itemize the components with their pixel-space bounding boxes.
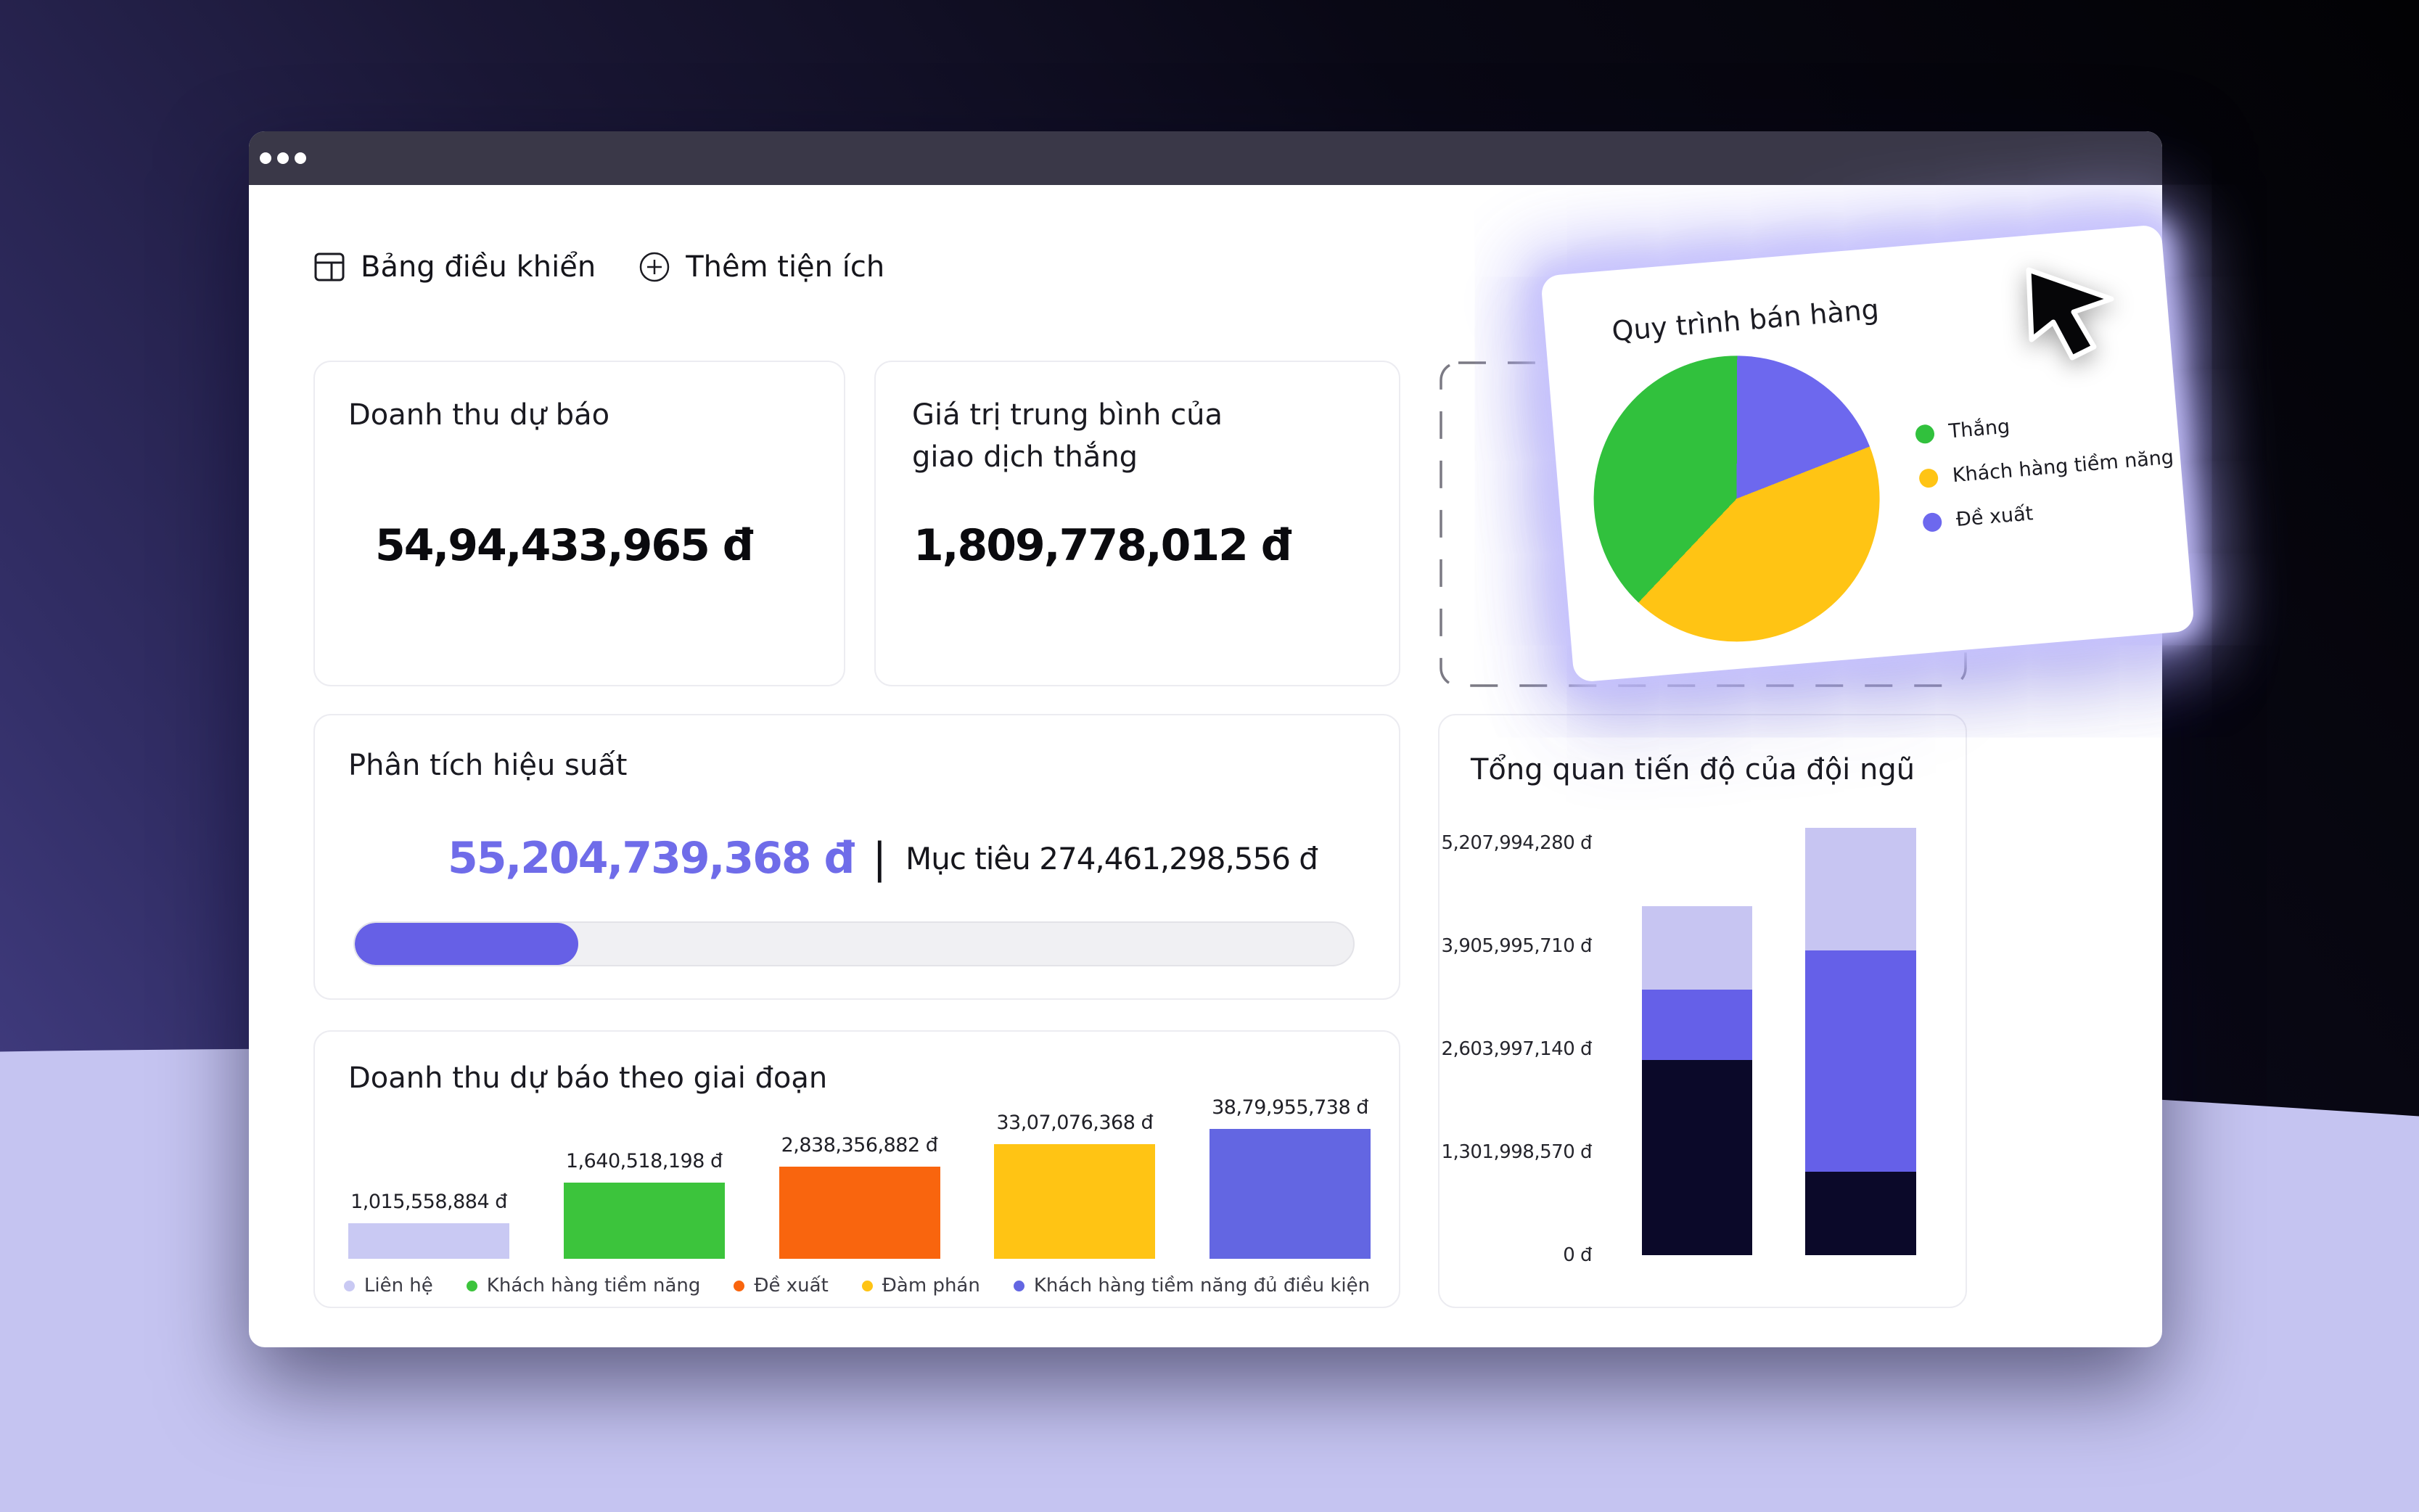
y-axis-tick-label: 3,905,995,710 đ — [1441, 935, 1593, 957]
divider: | — [872, 834, 887, 883]
card-title-line: giao dịch thắng — [912, 440, 1138, 474]
legend-label: Đề xuất — [754, 1275, 829, 1297]
stage-legend-item: Liên hệ — [343, 1275, 433, 1297]
kpi-card-forecast-revenue[interactable]: Doanh thu dự báo 54,94,433,965 đ — [313, 361, 845, 686]
pipeline-legend: Thắng Khách hàng tiềm năng Đề xuất — [1914, 402, 2178, 534]
bar[interactable] — [1210, 1129, 1371, 1259]
legend-dot-icon — [343, 1280, 355, 1291]
kpi-value: 1,809,778,012 đ — [913, 520, 1292, 571]
bar-value-label: 2,838,356,882 đ — [781, 1134, 938, 1156]
legend-label: Khách hàng tiềm năng đủ điều kiện — [1033, 1275, 1371, 1297]
pipeline-pie — [1582, 344, 1892, 654]
legend-dot-icon — [1918, 467, 1939, 488]
add-widget-button[interactable]: Thêm tiện ích — [638, 250, 884, 284]
window-dot-icon[interactable] — [295, 152, 306, 164]
team-progress-card[interactable]: Tổng quan tiến độ của đội ngũ 5,207,994,… — [1438, 714, 1967, 1308]
stacked-segment[interactable] — [1805, 1172, 1916, 1255]
legend-label: Thắng — [1947, 415, 2011, 443]
bar-value-label: 1,015,558,884 đ — [350, 1191, 507, 1213]
stage-legend: Liên hệ Khách hàng tiềm năng Đề xuất Đàm… — [315, 1275, 1399, 1297]
legend-dot-icon — [1914, 423, 1936, 444]
stacked-segment[interactable] — [1642, 1060, 1752, 1255]
y-axis-tick-label: 2,603,997,140 đ — [1441, 1038, 1593, 1060]
y-axis-tick-label: 0 đ — [1563, 1244, 1592, 1266]
stacked-segment[interactable] — [1642, 990, 1752, 1060]
stage-legend-item: Khách hàng tiềm năng — [466, 1275, 701, 1297]
bar-value-label: 38,79,955,738 đ — [1212, 1096, 1368, 1119]
bar[interactable] — [779, 1167, 940, 1259]
dashboard-menu-label: Bảng điều khiển — [361, 250, 596, 284]
legend-label: Đề xuất — [1955, 502, 2034, 532]
team-plot — [1440, 715, 1966, 1307]
bar-value-label: 33,07,076,368 đ — [996, 1112, 1154, 1134]
bar-column: 1,640,518,198 đ — [563, 1150, 725, 1259]
card-title: Doanh thu dự báo — [348, 398, 610, 432]
add-widget-label: Thêm tiện ích — [686, 250, 885, 284]
card-title: Tổng quan tiến độ của đội ngũ — [1471, 753, 1915, 786]
pipeline-legend-item: Khách hàng tiềm năng — [1918, 446, 2174, 490]
mouse-cursor — [2026, 267, 2114, 361]
card-title-line: Giá trị trung bình của — [912, 398, 1223, 432]
window-titlebar[interactable] — [249, 131, 2162, 185]
y-axis-tick-label: 5,207,994,280 đ — [1441, 832, 1593, 854]
legend-label: Khách hàng tiềm năng — [486, 1275, 701, 1297]
performance-values-row: 55,204,739,368 đ | Mục tiêu 274,461,298,… — [448, 833, 1318, 884]
legend-dot-icon — [1013, 1280, 1024, 1291]
bar-column: 33,07,076,368 đ — [994, 1112, 1156, 1259]
stage-legend-item: Đàm phán — [861, 1275, 980, 1297]
bar-value-label: 1,640,518,198 đ — [565, 1150, 723, 1172]
kpi-card-avg-won-deal[interactable]: Giá trị trung bình của giao dịch thắng 1… — [874, 361, 1400, 686]
bar-column: 2,838,356,882 đ — [779, 1134, 940, 1259]
bar-column: 38,79,955,738 đ — [1210, 1096, 1371, 1259]
toolbar: Bảng điều khiển Thêm tiện ích — [313, 250, 884, 284]
target-value: Mục tiêu 274,461,298,556 đ — [905, 840, 1318, 876]
stage-legend-item: Khách hàng tiềm năng đủ điều kiện — [1013, 1275, 1371, 1297]
stage-bars: 1,015,558,884 đ 1,640,518,198 đ 2,838,35… — [348, 1096, 1371, 1259]
legend-dot-icon — [1922, 511, 1943, 533]
stacked-bar — [1805, 828, 1916, 1255]
y-axis-tick-label: 1,301,998,570 đ — [1441, 1141, 1593, 1163]
dashboard-grid-icon — [314, 252, 345, 282]
progress-bar-fill — [355, 923, 579, 965]
bar[interactable] — [994, 1144, 1156, 1259]
legend-label: Khách hàng tiềm năng — [1951, 445, 2175, 488]
bar-column: 1,015,558,884 đ — [348, 1191, 509, 1259]
stacked-segment[interactable] — [1805, 950, 1916, 1172]
forecast-by-stage-card[interactable]: Doanh thu dự báo theo giai đoạn 1,015,55… — [313, 1030, 1400, 1308]
legend-label: Liên hệ — [364, 1275, 433, 1297]
legend-dot-icon — [861, 1280, 873, 1291]
stacked-segment[interactable] — [1642, 906, 1752, 990]
stacked-bar — [1642, 906, 1752, 1255]
stage-legend-item: Đề xuất — [734, 1275, 829, 1297]
pipeline-legend-item: Thắng — [1914, 402, 2171, 445]
window-dot-icon[interactable] — [260, 152, 271, 164]
card-title: Phân tích hiệu suất — [348, 749, 628, 782]
bar[interactable] — [563, 1183, 725, 1259]
card-title: Quy trình bán hàng — [1610, 293, 1881, 348]
window-dot-icon[interactable] — [277, 152, 289, 164]
dashboard-menu-item[interactable]: Bảng điều khiển — [313, 250, 596, 284]
legend-dot-icon — [466, 1280, 477, 1291]
pipeline-legend-item: Đề xuất — [1922, 490, 2178, 534]
stacked-segment[interactable] — [1805, 828, 1916, 950]
progress-bar — [353, 921, 1355, 966]
achieved-value: 55,204,739,368 đ — [448, 833, 855, 884]
performance-analysis-card[interactable]: Phân tích hiệu suất 55,204,739,368 đ | M… — [313, 714, 1400, 1000]
plus-circle-icon — [639, 252, 670, 282]
kpi-value: 54,94,433,965 đ — [375, 520, 754, 571]
bar[interactable] — [348, 1223, 509, 1259]
card-title: Doanh thu dự báo theo giai đoạn — [348, 1061, 828, 1095]
legend-label: Đàm phán — [882, 1275, 980, 1297]
legend-dot-icon — [734, 1280, 745, 1291]
